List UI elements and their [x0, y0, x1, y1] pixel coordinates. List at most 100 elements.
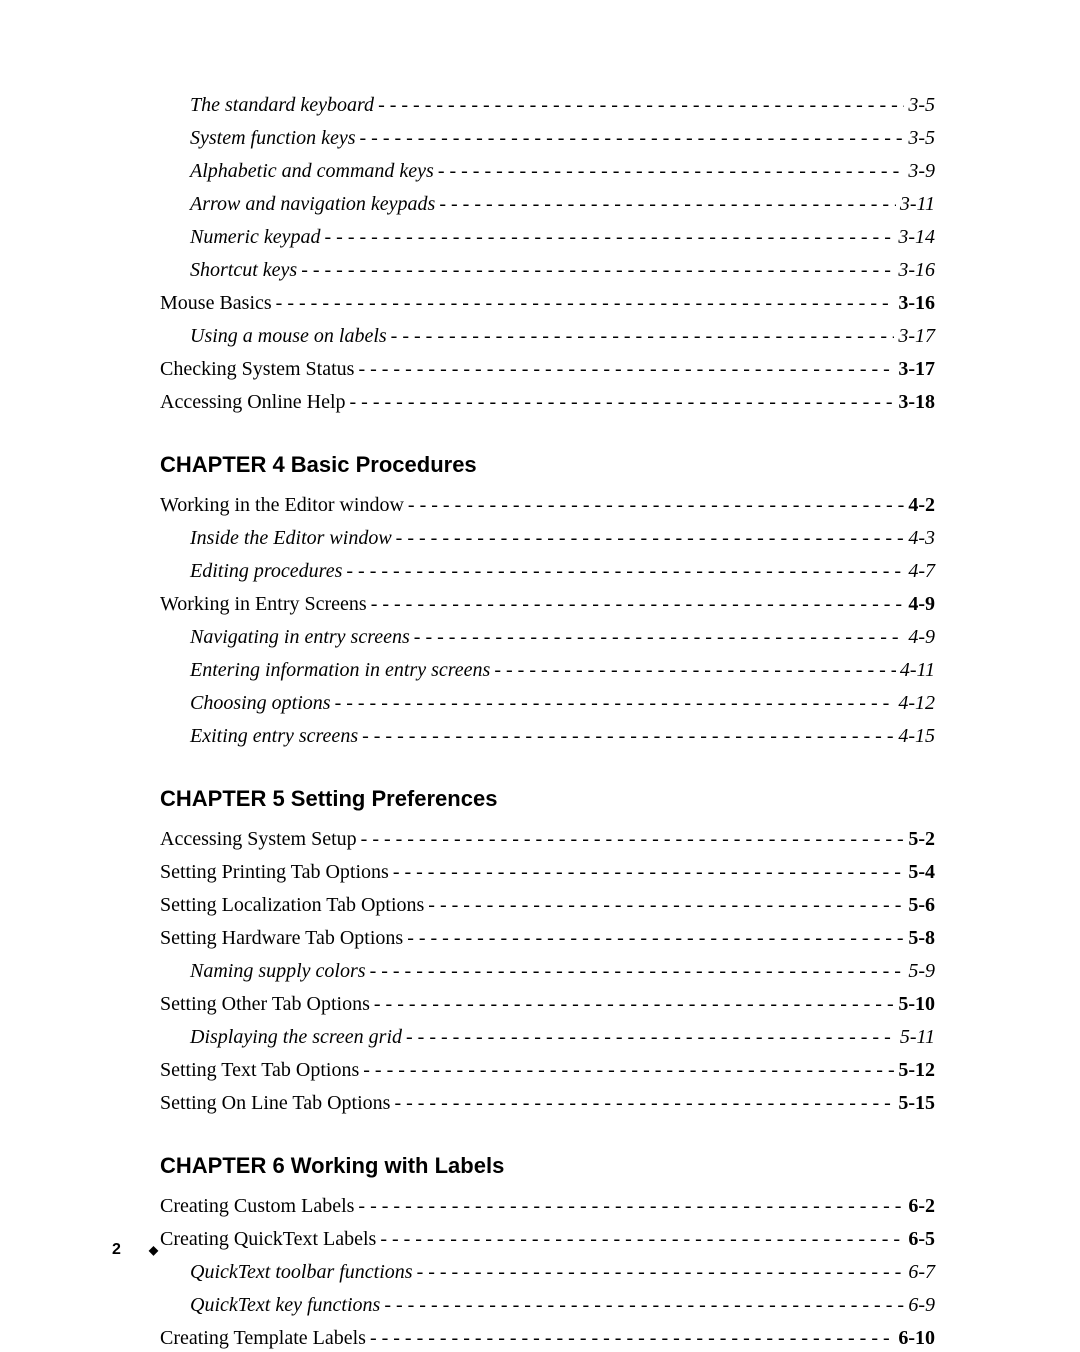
toc-entry-page: 3-16	[898, 290, 935, 317]
toc-leader	[370, 958, 905, 985]
toc-entry-label: Navigating in entry screens	[190, 624, 410, 651]
toc-entry-label: Editing procedures	[190, 558, 342, 585]
toc-leader	[438, 158, 905, 185]
toc-entry: Navigating in entry screens 4-9	[190, 624, 935, 651]
toc-entry-label: Entering information in entry screens	[190, 657, 490, 684]
toc-entry-label: Displaying the screen grid	[190, 1024, 402, 1051]
toc-leader	[417, 1259, 905, 1286]
toc-leader	[363, 1057, 894, 1084]
toc-leader	[350, 389, 895, 416]
toc-entry: Arrow and navigation keypads 3-11	[190, 191, 935, 218]
toc-leader	[378, 92, 904, 119]
toc-leader	[276, 290, 895, 317]
toc-entry-label: QuickText toolbar functions	[190, 1259, 413, 1286]
toc-entry-label: Creating Custom Labels	[160, 1193, 354, 1220]
toc-entry-page: 3-11	[900, 191, 935, 218]
toc-entry-label: Setting Text Tab Options	[160, 1057, 359, 1084]
toc-entry: Checking System Status 3-17	[160, 356, 935, 383]
toc-chapters-block: CHAPTER 4 Basic ProceduresWorking in the…	[160, 452, 935, 1352]
toc-entry-label: QuickText key functions	[190, 1292, 380, 1319]
toc-entry-page: 5-12	[898, 1057, 935, 1084]
toc-leader	[391, 323, 895, 350]
toc-leader	[408, 492, 904, 519]
toc-leader	[380, 1226, 904, 1253]
toc-entry: Inside the Editor window4-3	[190, 525, 935, 552]
toc-entry-label: Setting Localization Tab Options	[160, 892, 424, 919]
toc-leader	[360, 125, 905, 152]
toc-entry-label: Working in Entry Screens	[160, 591, 367, 618]
toc-entry-page: 4-9	[908, 624, 935, 651]
toc-entry-label: Naming supply colors	[190, 958, 366, 985]
toc-entry-label: Shortcut keys	[190, 257, 297, 284]
toc-entry: Setting Printing Tab Options 5-4	[160, 859, 935, 886]
toc-entry-label: Choosing options	[190, 690, 331, 717]
toc-entry: Entering information in entry screens4-1…	[190, 657, 935, 684]
toc-entry-page: 6-2	[908, 1193, 935, 1220]
toc-leader	[396, 525, 905, 552]
toc-entry-label: Setting Other Tab Options	[160, 991, 370, 1018]
toc-entry-page: 5-4	[908, 859, 935, 886]
toc-entry: Numeric keypad3-14	[190, 224, 935, 251]
toc-entry-label: Working in the Editor window	[160, 492, 404, 519]
toc-entry-page: 3-5	[908, 92, 935, 119]
toc-leader	[394, 1090, 894, 1117]
toc-leader	[393, 859, 905, 886]
toc-entry: Exiting entry screens4-15	[190, 723, 935, 750]
toc-entry-label: Accessing Online Help	[160, 389, 346, 416]
toc-entry-page: 6-10	[898, 1325, 935, 1352]
toc-entry-page: 5-9	[908, 958, 935, 985]
toc-entry-label: Creating Template Labels	[160, 1325, 366, 1352]
toc-entry-page: 4-2	[908, 492, 935, 519]
toc-leader	[384, 1292, 904, 1319]
toc-entry: Accessing System Setup5-2	[160, 826, 935, 853]
toc-entry: Setting Hardware Tab Options 5-8	[160, 925, 935, 952]
chapter-heading: CHAPTER 6 Working with Labels	[160, 1153, 935, 1179]
toc-entry-page: 3-9	[908, 158, 935, 185]
toc-leader	[439, 191, 895, 218]
toc-leader	[406, 1024, 896, 1051]
toc-leader	[494, 657, 895, 684]
toc-entry-page: 4-12	[898, 690, 935, 717]
toc-entry-label: Arrow and navigation keypads	[190, 191, 435, 218]
toc-entry-page: 6-7	[908, 1259, 935, 1286]
toc-entry-page: 3-17	[898, 356, 935, 383]
toc-entry-page: 5-11	[900, 1024, 935, 1051]
toc-entry-label: Setting Hardware Tab Options	[160, 925, 403, 952]
toc-entry-label: System function keys	[190, 125, 356, 152]
page-footer: 2 ◆	[112, 1241, 158, 1259]
toc-entry: Setting Localization Tab Options5-6	[160, 892, 935, 919]
toc-entry-label: Alphabetic and command keys	[190, 158, 434, 185]
toc-entry: Creating Template Labels 6-10	[160, 1325, 935, 1352]
toc-entry: Shortcut keys3-16	[190, 257, 935, 284]
toc-entry: Alphabetic and command keys 3-9	[190, 158, 935, 185]
toc-entry-page: 4-9	[908, 591, 935, 618]
toc-entry-page: 6-9	[908, 1292, 935, 1319]
toc-entry-page: 5-10	[898, 991, 935, 1018]
toc-leader	[428, 892, 904, 919]
toc-entry-label: The standard keyboard	[190, 92, 374, 119]
footer-diamond-icon: ◆	[149, 1243, 158, 1257]
toc-leader	[371, 591, 905, 618]
toc-entry: Accessing Online Help3-18	[160, 389, 935, 416]
toc-entry-page: 5-2	[908, 826, 935, 853]
toc-entry: Using a mouse on labels3-17	[190, 323, 935, 350]
toc-entry: Setting Other Tab Options 5-10	[160, 991, 935, 1018]
toc-entry: QuickText toolbar functions 6-7	[190, 1259, 935, 1286]
toc-entry-label: Checking System Status	[160, 356, 354, 383]
toc-entry: Mouse Basics3-16	[160, 290, 935, 317]
toc-entry-page: 4-15	[898, 723, 935, 750]
toc-entry-label: Setting Printing Tab Options	[160, 859, 389, 886]
toc-entry: Choosing options 4-12	[190, 690, 935, 717]
toc-entry-page: 5-8	[908, 925, 935, 952]
toc-leader	[362, 723, 894, 750]
toc-entry: Setting On Line Tab Options5-15	[160, 1090, 935, 1117]
toc-entry: Setting Text Tab Options 5-12	[160, 1057, 935, 1084]
toc-leader	[370, 1325, 894, 1352]
toc-entry-page: 3-14	[898, 224, 935, 251]
toc-entry-label: Setting On Line Tab Options	[160, 1090, 390, 1117]
toc-entry-page: 4-3	[908, 525, 935, 552]
toc-leader	[358, 1193, 904, 1220]
toc-entry: Working in the Editor window 4-2	[160, 492, 935, 519]
toc-entry-label: Creating QuickText Labels	[160, 1226, 376, 1253]
toc-leader	[346, 558, 904, 585]
